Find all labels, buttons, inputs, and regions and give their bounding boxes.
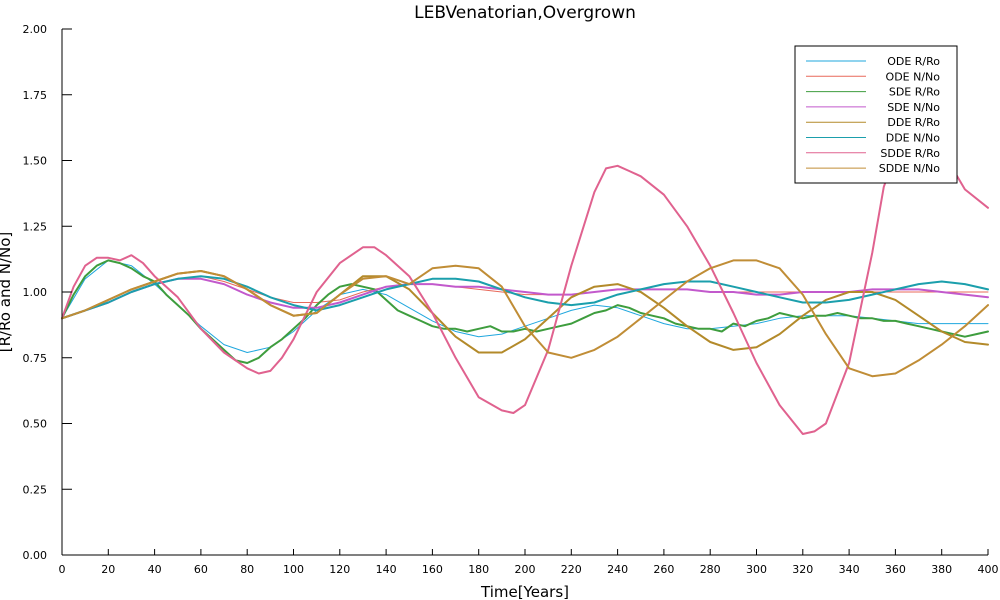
y-tick-label: 0.75 — [23, 352, 48, 365]
y-tick-layer: 0.00 0.25 0.50 0.75 1.00 1.25 1.50 1.75 2.00 — [23, 23, 72, 562]
y-axis-title: [R/Ro and N/No] — [0, 232, 14, 353]
x-tick-label: 20 — [101, 563, 115, 576]
series-line-7 — [61, 133, 989, 435]
x-tick-label: 200 — [515, 563, 536, 576]
y-tick-label: 1.25 — [23, 220, 48, 233]
legend-label: SDDE R/Ro — [880, 147, 940, 160]
series-line-6 — [61, 275, 989, 320]
x-tick-label: 240 — [607, 563, 628, 576]
series-layer — [61, 133, 989, 435]
legend-label: ODE R/Ro — [887, 55, 940, 68]
x-tick-label: 100 — [283, 563, 304, 576]
x-axis-title: Time[Years] — [480, 583, 569, 600]
x-tick-label: 160 — [422, 563, 443, 576]
series-line-4 — [61, 277, 989, 320]
legend-label: SDE N/No — [887, 101, 940, 114]
series-line-8 — [61, 259, 989, 378]
x-tick-label: 180 — [468, 563, 489, 576]
x-tick-label: 360 — [885, 563, 906, 576]
y-tick-label: 0.00 — [23, 549, 48, 562]
legend: ODE R/Ro ODE N/No SDE R/Ro SDE N/No DDE R/Ro… — [794, 45, 958, 184]
x-tick-label: 0 — [59, 563, 66, 576]
legend-label: ODE N/No — [886, 70, 941, 83]
x-tick-label: 260 — [653, 563, 674, 576]
legend-box — [794, 45, 958, 184]
legend-label: SDDE N/No — [879, 162, 941, 175]
x-tick-label: 300 — [746, 563, 767, 576]
legend-label: DDE N/No — [886, 132, 941, 145]
x-tick-label: 220 — [561, 563, 582, 576]
legend-label: SDE R/Ro — [889, 86, 940, 99]
x-tick-label: 400 — [978, 563, 999, 576]
x-tick-label: 80 — [240, 563, 254, 576]
x-tick-layer: 0 20 40 60 80 100 120 140 160 180 200 220 240 260 280 3… — [59, 549, 999, 576]
y-tick-label: 0.25 — [23, 483, 48, 496]
x-tick-label: 320 — [792, 563, 813, 576]
x-tick-label: 380 — [931, 563, 952, 576]
chart-title: LEBVenatorian,Overgrown — [414, 3, 636, 23]
x-tick-label: 40 — [148, 563, 162, 576]
x-tick-label: 120 — [329, 563, 350, 576]
y-tick-label: 1.75 — [23, 89, 48, 102]
x-tick-label: 60 — [194, 563, 208, 576]
legend-label: DDE R/Ro — [887, 116, 940, 129]
y-tick-label: 1.00 — [23, 286, 48, 299]
y-tick-label: 1.50 — [23, 155, 48, 168]
x-tick-label: 340 — [839, 563, 860, 576]
y-tick-label: 2.00 — [23, 23, 48, 36]
x-tick-label: 140 — [376, 563, 397, 576]
series-line-3 — [61, 259, 989, 364]
y-tick-label: 0.50 — [23, 418, 48, 431]
x-tick-label: 280 — [700, 563, 721, 576]
